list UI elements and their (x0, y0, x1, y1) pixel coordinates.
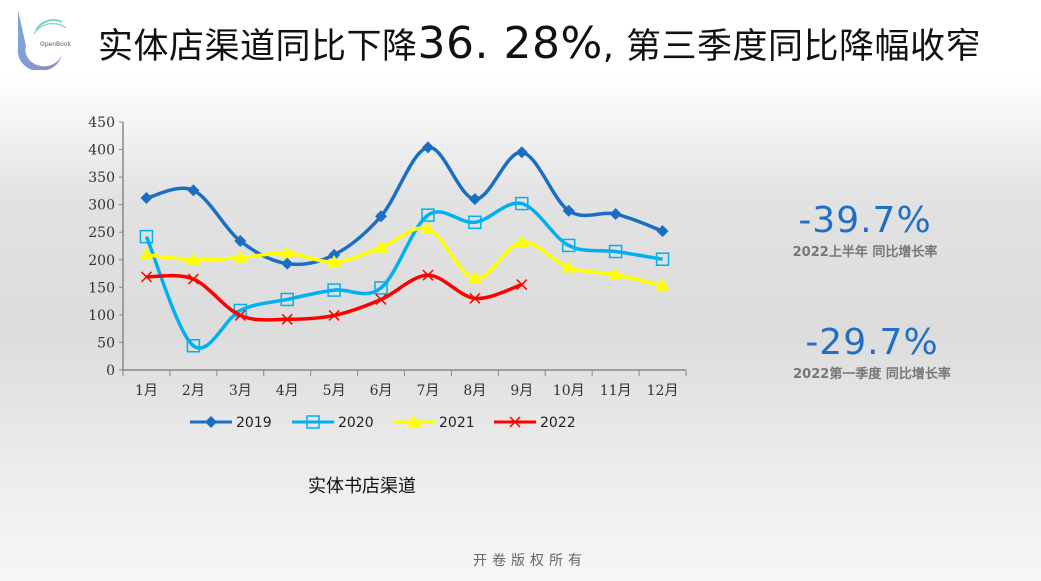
page-title: 实体店渠道同比下降36. 28%, 第三季度同比降幅收窄 (98, 18, 982, 69)
x-tick-label: 6月 (370, 383, 393, 399)
data-point-2021 (280, 246, 295, 259)
data-point-2019 (515, 146, 528, 159)
data-point-2020 (327, 283, 341, 297)
data-point-2022 (422, 269, 434, 281)
stat-q1: -29.7% 2022第一季度 同比增长率 (772, 322, 972, 382)
y-tick-label: 150 (88, 280, 115, 296)
x-tick-label: 4月 (276, 383, 299, 399)
data-point-2021 (186, 252, 201, 265)
y-tick-label: 350 (88, 170, 115, 186)
data-point-2020 (139, 229, 154, 244)
stat-h1-label: 2022上半年 同比增长率 (792, 245, 938, 260)
data-point-2022 (328, 309, 340, 321)
data-point-2021 (608, 267, 623, 280)
legend-label-2021: 2021 (439, 415, 475, 431)
data-point-2020 (421, 208, 435, 222)
series-line-2022 (146, 273, 523, 322)
y-tick-label: 250 (88, 225, 115, 241)
stat-q1-value: -29.7% (805, 322, 939, 363)
data-point-2019 (234, 235, 247, 248)
legend-marker-2019 (205, 416, 217, 428)
y-tick-label: 400 (88, 143, 115, 159)
x-tick-label: 3月 (229, 383, 252, 399)
stat-h1-value: -39.7% (798, 200, 932, 241)
svg-text:OpenBook: OpenBook (40, 41, 71, 48)
data-point-2021 (374, 240, 389, 253)
x-tick-label: 8月 (463, 383, 486, 399)
data-point-2019 (328, 248, 341, 261)
chart-caption: 实体书店渠道 (308, 476, 416, 497)
y-tick-label: 300 (88, 198, 115, 214)
data-point-2019 (609, 208, 622, 221)
x-tick-label: 5月 (323, 383, 346, 399)
data-point-2020 (515, 196, 529, 211)
y-tick-label: 100 (88, 308, 115, 324)
x-tick-label: 12月 (647, 383, 679, 399)
data-point-2020 (655, 252, 670, 266)
data-point-2022 (140, 271, 152, 283)
data-point-2022 (187, 273, 199, 285)
legend-label-2022: 2022 (540, 415, 576, 431)
data-point-2020 (468, 215, 482, 230)
data-point-2019 (468, 193, 481, 206)
series-line-2020 (144, 201, 663, 350)
legend-marker-2020 (306, 415, 320, 429)
data-point-2021 (655, 278, 670, 291)
data-point-2019 (281, 257, 294, 270)
data-point-2020 (561, 238, 576, 253)
stat-q1-label: 2022第一季度 同比增长率 (793, 367, 951, 382)
openbook-logo: OpenBook (17, 10, 71, 70)
x-tick-label: 7月 (416, 383, 439, 399)
data-point-2022 (375, 293, 387, 305)
legend-label-2019: 2019 (236, 415, 272, 431)
data-point-2021 (467, 271, 482, 284)
data-point-2019 (375, 210, 388, 223)
data-point-2022 (516, 279, 528, 291)
series-line-2019 (146, 145, 664, 267)
x-tick-label: 10月 (553, 383, 585, 399)
footer-copyright: 开卷版权所有 (473, 553, 587, 569)
data-point-2021 (139, 247, 154, 260)
data-point-2019 (421, 141, 434, 154)
data-point-2021 (327, 254, 342, 267)
data-point-2022 (281, 313, 293, 325)
data-point-2020 (608, 244, 623, 259)
legend-label-2020: 2020 (338, 415, 374, 431)
data-point-2019 (140, 192, 153, 205)
data-point-2020 (374, 281, 388, 295)
y-tick-label: 200 (88, 253, 115, 269)
y-tick-label: 450 (88, 115, 115, 131)
x-tick-label: 9月 (510, 383, 533, 399)
data-point-2020 (186, 339, 201, 353)
data-point-2022 (469, 292, 481, 304)
data-point-2019 (656, 225, 669, 238)
data-point-2020 (280, 292, 294, 307)
y-tick-label: 50 (97, 335, 115, 351)
legend-marker-2021 (407, 415, 421, 427)
data-point-2021 (514, 235, 529, 248)
x-tick-label: 1月 (135, 383, 158, 399)
x-tick-label: 11月 (600, 383, 632, 399)
stat-h1: -39.7% 2022上半年 同比增长率 (770, 200, 960, 260)
data-point-2022 (234, 309, 246, 321)
data-point-2021 (233, 250, 248, 263)
data-point-2021 (420, 221, 435, 234)
series-line-2021 (146, 226, 663, 288)
legend-marker-2022 (509, 416, 521, 428)
data-point-2021 (561, 260, 576, 273)
x-tick-label: 2月 (182, 383, 205, 399)
y-tick-label: 0 (106, 363, 115, 379)
data-point-2019 (562, 204, 575, 217)
data-point-2019 (187, 184, 200, 197)
